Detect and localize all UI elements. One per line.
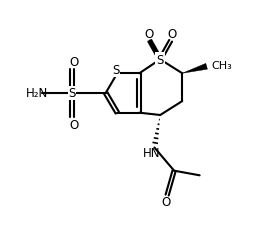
Text: O: O [70, 118, 79, 131]
Polygon shape [182, 64, 207, 74]
Text: S: S [68, 87, 76, 100]
Text: S: S [112, 64, 120, 77]
Text: CH₃: CH₃ [212, 61, 232, 71]
Text: HN: HN [143, 146, 160, 159]
Text: S: S [156, 54, 164, 67]
Text: O: O [167, 28, 176, 41]
Text: O: O [70, 56, 79, 69]
Text: O: O [144, 28, 153, 41]
Text: O: O [161, 195, 171, 208]
Text: H₂N: H₂N [26, 87, 48, 100]
